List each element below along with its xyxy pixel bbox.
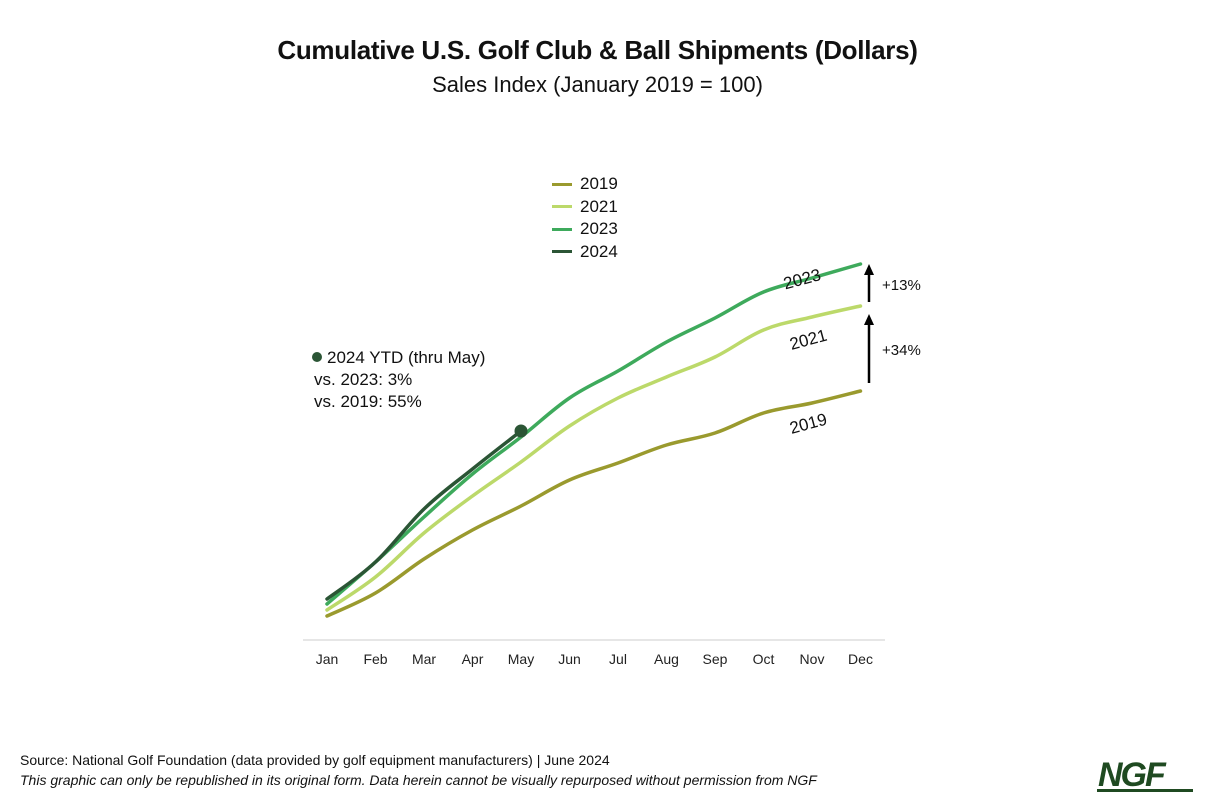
- ytd-annotation: 2024 YTD (thru May) vs. 2023: 3% vs. 201…: [312, 347, 485, 413]
- series-layer: [325, 262, 863, 618]
- legend-label: 2024: [580, 241, 618, 261]
- line-label-2021: 2021: [788, 326, 829, 354]
- legend-label: 2021: [580, 196, 618, 216]
- legend: 2019 2021 2023 2024: [552, 173, 618, 263]
- x-tick-label-nov: Nov: [799, 651, 825, 667]
- legend-item-2019: 2019: [552, 173, 618, 196]
- legend-item-2023: 2023: [552, 218, 618, 241]
- ytd-title: 2024 YTD (thru May): [327, 348, 486, 367]
- x-tick-label-feb: Feb: [363, 651, 388, 667]
- x-tick-label-dec: Dec: [848, 651, 873, 667]
- ytd-endpoint-marker: [514, 424, 528, 438]
- legend-swatch-2024: [552, 250, 572, 254]
- pct-label-13: +13%: [882, 277, 921, 294]
- x-tick-label-oct: Oct: [752, 651, 775, 667]
- chart-title: Cumulative U.S. Golf Club & Ball Shipmen…: [277, 35, 918, 65]
- legend-swatch-2021: [552, 205, 572, 209]
- ytd-vs-2023: vs. 2023: 3%: [314, 370, 413, 389]
- x-tick-label-aug: Aug: [654, 651, 679, 667]
- chart-subtitle: Sales Index (January 2019 = 100): [432, 72, 763, 97]
- x-tick-label-jan: Jan: [315, 651, 339, 667]
- line-label-2019: 2019: [788, 410, 829, 438]
- x-tick-label-jun: Jun: [558, 651, 581, 667]
- series-line-2024: [325, 429, 523, 601]
- x-tick-label-apr: Apr: [461, 651, 484, 667]
- line-label-2023: 2023: [781, 265, 822, 293]
- legend-label: 2023: [580, 219, 618, 239]
- ngf-logo: NGF: [1098, 756, 1166, 794]
- disclaimer-note: This graphic can only be republished in …: [20, 772, 817, 788]
- bullet-dot-icon: [312, 352, 322, 362]
- x-tick-label-may: May: [507, 651, 535, 667]
- series-line-2021: [325, 304, 863, 612]
- logo-underline: [1097, 789, 1193, 792]
- pct-label-34: +34%: [882, 342, 921, 359]
- x-tick-label-mar: Mar: [411, 651, 437, 667]
- source-note: Source: National Golf Foundation (data p…: [20, 752, 610, 768]
- legend-swatch-2023: [552, 227, 572, 231]
- x-tick-label-sep: Sep: [702, 651, 728, 667]
- ytd-vs-2019: vs. 2019: 55%: [314, 392, 422, 411]
- arrow-head-icon: [864, 264, 874, 275]
- x-tick-label-jul: Jul: [609, 651, 627, 667]
- legend-item-2024: 2024: [552, 241, 618, 264]
- series-line-2023: [325, 262, 863, 606]
- legend-item-2021: 2021: [552, 196, 618, 219]
- arrow-2021-to-2023: [864, 264, 874, 302]
- legend-label: 2019: [580, 174, 618, 194]
- legend-swatch-2019: [552, 182, 572, 186]
- arrow-2019-to-2021: [864, 314, 874, 383]
- arrow-head-icon: [864, 314, 874, 325]
- series-line-2019: [325, 389, 863, 618]
